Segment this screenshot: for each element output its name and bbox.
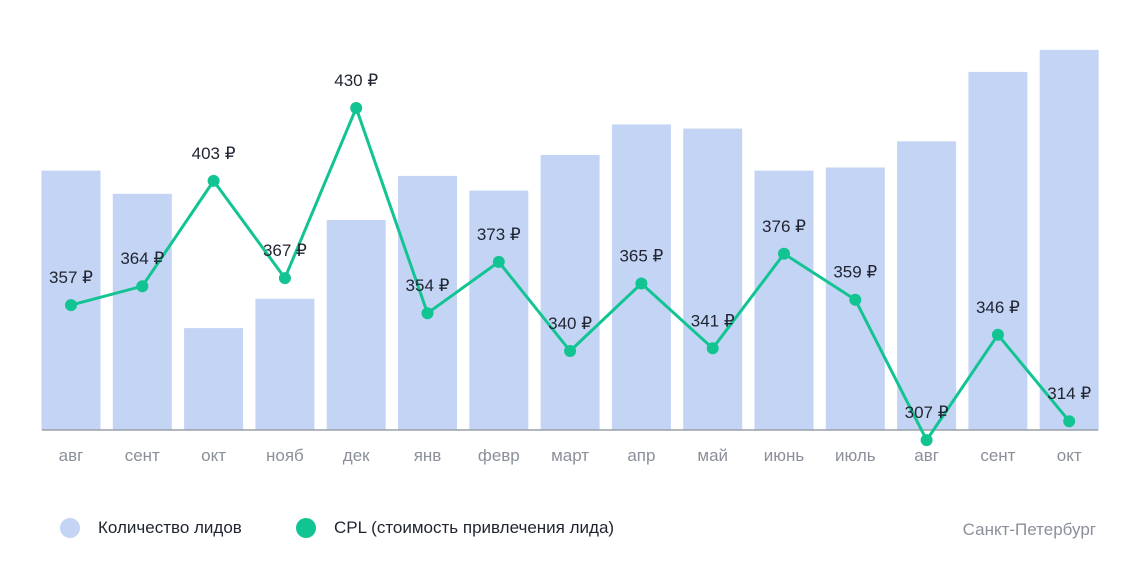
x-tick-label-13: сент bbox=[980, 446, 1015, 465]
legend: Количество лидов CPL (стоимость привлече… bbox=[0, 510, 1140, 550]
x-tick-label-0: авг bbox=[59, 446, 84, 465]
x-tick-label-9: май bbox=[697, 446, 728, 465]
legend-leads-swatch bbox=[60, 518, 80, 538]
cpl-label-11: 359 ₽ bbox=[833, 263, 877, 282]
cpl-label-9: 341 ₽ bbox=[691, 311, 735, 330]
bar-10 bbox=[754, 170, 814, 430]
x-tick-label-10: июнь bbox=[764, 446, 805, 465]
bar-12 bbox=[897, 141, 957, 431]
x-tick-label-7: март bbox=[551, 446, 589, 465]
x-tick-label-2: окт bbox=[201, 446, 226, 465]
cpl-point-0 bbox=[65, 299, 77, 312]
legend-leads-label: Количество лидов bbox=[98, 518, 242, 537]
cpl-label-8: 365 ₽ bbox=[619, 247, 663, 266]
bar-6 bbox=[469, 190, 529, 430]
cpl-label-0: 357 ₽ bbox=[49, 268, 93, 287]
bar-9 bbox=[683, 128, 743, 430]
x-tick-label-8: апр bbox=[627, 446, 655, 465]
x-tick-label-5: янв bbox=[414, 446, 442, 465]
cpl-point-3 bbox=[278, 272, 291, 285]
region-label: Санкт-Петербург bbox=[962, 520, 1096, 539]
x-tick-label-14: окт bbox=[1057, 446, 1082, 465]
x-tick-label-1: сент bbox=[125, 446, 160, 465]
x-tick-label-3: нояб bbox=[266, 446, 304, 465]
bar-5 bbox=[398, 175, 457, 430]
x-tick-label-12: авг bbox=[914, 446, 939, 465]
cpl-line-layer bbox=[65, 102, 1076, 447]
cpl-point-7 bbox=[564, 345, 577, 357]
cpl-label-5: 354 ₽ bbox=[406, 276, 450, 295]
bar-2 bbox=[184, 328, 244, 430]
cpl-label-6: 373 ₽ bbox=[477, 225, 521, 244]
cpl-label-2: 403 ₽ bbox=[192, 144, 236, 163]
cpl-label-7: 340 ₽ bbox=[548, 314, 592, 333]
x-tick-layer: авг сент окт нояб дек янв февр март апр май июнь ию… bbox=[59, 446, 1082, 465]
legend-item-cpl: CPL (стоимость привлечения лида) bbox=[296, 518, 614, 538]
cpl-label-1: 364 ₽ bbox=[120, 249, 164, 268]
bar-8 bbox=[611, 124, 671, 431]
cpl-point-8 bbox=[635, 277, 648, 290]
bar-13 bbox=[968, 71, 1028, 431]
cpl-point-6 bbox=[492, 255, 505, 268]
bar-3 bbox=[255, 298, 315, 431]
cpl-point-10 bbox=[778, 247, 790, 260]
x-tick-label-11: июль bbox=[835, 446, 876, 465]
x-tick-label-4: дек bbox=[343, 446, 370, 465]
bar-7 bbox=[540, 154, 600, 430]
cpl-label-13: 346 ₽ bbox=[976, 298, 1020, 317]
cpl-point-4 bbox=[350, 102, 363, 114]
cpl-label-4: 430 ₽ bbox=[334, 71, 378, 90]
cpl-label-14: 314 ₽ bbox=[1047, 384, 1091, 403]
x-tick-label-6: февр bbox=[478, 446, 520, 465]
cpl-label-3: 367 ₽ bbox=[263, 241, 307, 260]
cpl-label-12: 307 ₽ bbox=[905, 403, 949, 422]
bar-14 bbox=[1039, 49, 1099, 431]
cpl-point-2 bbox=[207, 174, 220, 187]
cpl-point-9 bbox=[706, 342, 719, 355]
cpl-point-12 bbox=[920, 434, 933, 447]
cpl-point-13 bbox=[991, 328, 1004, 341]
cpl-label-layer: 357 ₽ 364 ₽ 403 ₽ 367 ₽ 430 ₽ 354 ₽ 373 ₽ 340 ₽… bbox=[49, 71, 1091, 422]
cpl-label-10: 376 ₽ bbox=[762, 217, 806, 236]
bar-1 bbox=[112, 193, 172, 431]
cpl-point-1 bbox=[136, 280, 149, 293]
legend-cpl-swatch bbox=[296, 518, 316, 538]
bar-4 bbox=[326, 220, 386, 430]
cpl-point-5 bbox=[421, 307, 434, 320]
cpl-point-11 bbox=[849, 293, 862, 306]
bar-layer bbox=[41, 49, 1099, 431]
legend-item-leads: Количество лидов bbox=[60, 518, 242, 538]
cpl-point-14 bbox=[1063, 415, 1076, 428]
legend-cpl-label: CPL (стоимость привлечения лида) bbox=[334, 518, 615, 537]
chart-plot: авг сент окт нояб дек янв февр март апр май июнь ию… bbox=[41, 49, 1099, 465]
